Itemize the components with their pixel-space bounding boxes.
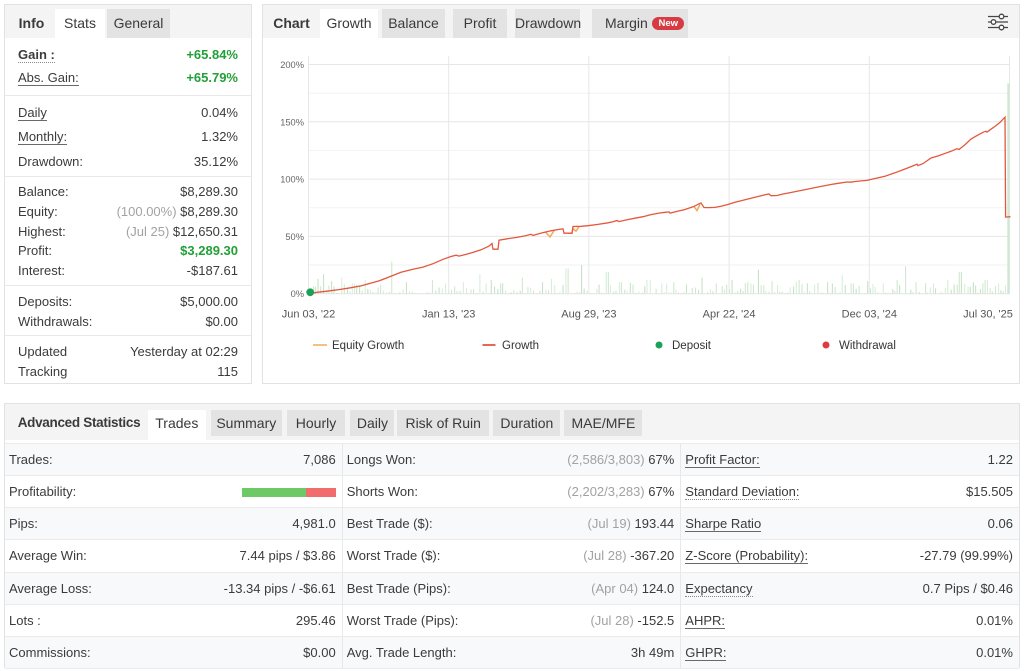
svg-text:Jan 13, '23: Jan 13, '23: [422, 309, 475, 321]
svg-text:Deposit: Deposit: [672, 340, 712, 352]
svg-text:100%: 100%: [280, 175, 304, 185]
svg-text:0%: 0%: [291, 289, 304, 299]
svg-text:Aug 29, '23: Aug 29, '23: [561, 309, 616, 321]
svg-text:Equity Growth: Equity Growth: [332, 340, 404, 352]
svg-text:Dec 03, '24: Dec 03, '24: [842, 309, 897, 321]
svg-text:Growth: Growth: [502, 340, 539, 352]
svg-text:Jun 03, '22: Jun 03, '22: [282, 309, 335, 321]
svg-text:Apr 22, '24: Apr 22, '24: [703, 309, 756, 321]
svg-text:Jul 30, '25: Jul 30, '25: [963, 309, 1013, 321]
svg-text:Withdrawal: Withdrawal: [839, 340, 896, 352]
svg-text:50%: 50%: [285, 232, 304, 242]
svg-text:200%: 200%: [280, 60, 304, 70]
svg-text:150%: 150%: [280, 117, 304, 127]
